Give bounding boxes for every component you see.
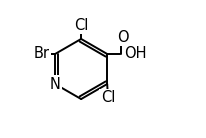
- Text: Cl: Cl: [74, 18, 88, 33]
- Text: Br: Br: [33, 47, 49, 61]
- Text: OH: OH: [125, 47, 147, 61]
- Text: N: N: [50, 77, 61, 91]
- Text: Cl: Cl: [101, 90, 115, 105]
- Text: O: O: [117, 30, 129, 45]
